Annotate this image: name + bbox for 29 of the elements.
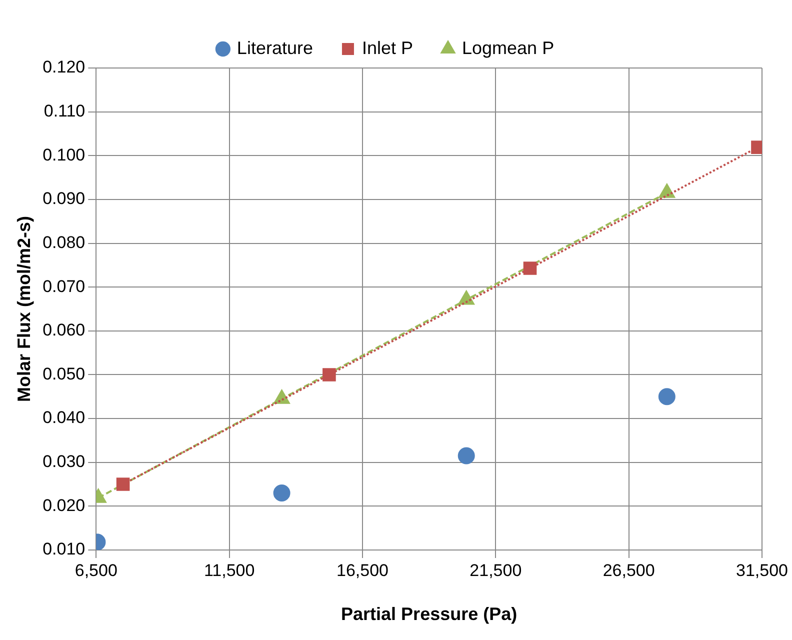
legend-label: Inlet P — [362, 38, 414, 58]
y-tick-label: 0.090 — [42, 189, 86, 208]
x-tick-label: 21,500 — [470, 560, 522, 580]
y-tick-label: 0.100 — [42, 145, 86, 164]
x-tick-label: 11,500 — [204, 560, 255, 580]
point — [322, 368, 336, 382]
x-tick-label: 26,500 — [602, 560, 655, 580]
y-tick-label: 0.050 — [42, 364, 86, 384]
y-tick-label: 0.020 — [42, 496, 86, 515]
x-tick-label: 16,500 — [336, 560, 388, 580]
x-tick-label: 31,500 — [736, 560, 788, 580]
y-tick-label: 0.010 — [42, 540, 86, 559]
legend-label: Logmean P — [462, 38, 554, 58]
point — [116, 478, 130, 491]
legend-label: Literature — [236, 38, 313, 58]
y-axis-title: Molar Flux (mol/m2-s) — [14, 216, 34, 402]
y-tick-label: 0.110 — [44, 102, 86, 121]
y-tick-label: 0.040 — [42, 408, 86, 428]
y-tick-label: 0.070 — [42, 276, 86, 296]
y-tick-label: 0.080 — [42, 232, 86, 252]
y-tick-label: 0.030 — [42, 452, 86, 472]
y-tick-label: 0.060 — [42, 320, 86, 340]
y-tick-label: 0.120 — [42, 58, 86, 77]
x-tick-label: 6,500 — [74, 560, 118, 580]
point — [658, 388, 676, 406]
x-axis-title: Partial Pressure (Pa) — [341, 604, 518, 624]
point — [458, 447, 475, 464]
point — [273, 484, 290, 502]
point — [523, 262, 537, 275]
